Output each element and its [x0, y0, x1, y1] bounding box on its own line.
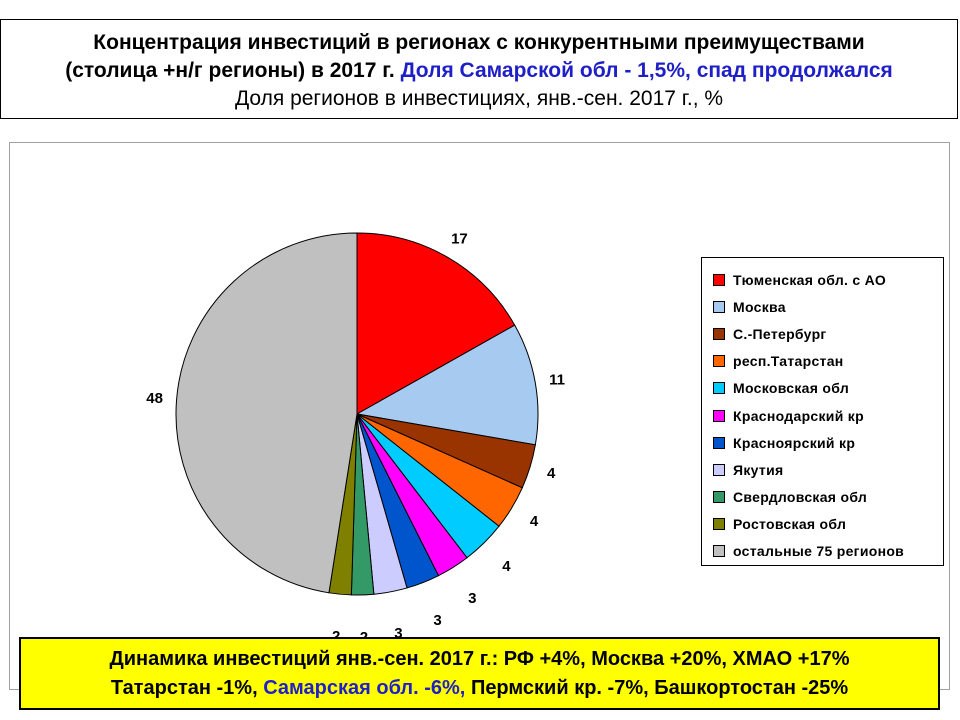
data-label: 3 — [433, 612, 441, 629]
footer-line-2-a: Татарстан -1%, — [110, 677, 258, 699]
legend-swatch — [713, 491, 725, 504]
legend-item: Тюменская обл. с АО — [702, 266, 943, 293]
legend-swatch — [713, 382, 725, 395]
legend-label: Московская обл — [733, 380, 850, 397]
data-label: 48 — [146, 390, 163, 407]
legend-label: С.-Петербург — [733, 325, 827, 342]
legend-label: остальные 75 регионов — [733, 543, 905, 560]
legend-item: С.-Петербург — [702, 320, 943, 347]
legend-swatch — [713, 436, 725, 449]
legend-swatch — [713, 273, 725, 286]
legend-item: Якутия — [702, 456, 943, 483]
legend-item: респ.Татарстан — [702, 348, 943, 375]
legend-label: Свердловская обл — [733, 489, 868, 506]
legend-item: Красноярский кр — [702, 429, 943, 456]
legend-item: Московская обл — [702, 375, 943, 402]
legend-swatch — [713, 300, 725, 313]
data-label: 4 — [502, 558, 511, 575]
legend-swatch — [713, 518, 725, 531]
legend-swatch — [713, 545, 725, 558]
title-line-2: (столица +н/г регионы) в 2017 г. Доля Са… — [1, 57, 957, 85]
legend-label: Тюменская обл. с АО — [733, 271, 887, 288]
legend-label: Якутия — [733, 461, 784, 478]
legend-swatch — [713, 355, 725, 368]
data-label: 4 — [530, 513, 539, 530]
legend-item: Москва — [702, 293, 943, 320]
chart-subtitle: Доля регионов в инвестициях, янв.-сен. 2… — [234, 87, 724, 110]
data-label: 3 — [394, 625, 402, 642]
legend-item: Ростовская обл — [702, 511, 943, 538]
title-highlight: Доля Самарской обл - 1,5%, спад продолжа… — [400, 59, 893, 82]
chart-legend: Тюменская обл. с АО Москва С.-Петербург рес… — [701, 257, 944, 566]
pie-slice — [175, 232, 358, 594]
legend-item: Свердловская обл — [702, 484, 943, 511]
footer-line-2: Татарстан -1%, Самарская обл. -6%, Пермс… — [21, 674, 938, 703]
title-box: Концентрация инвестиций в регионах с кон… — [0, 19, 958, 119]
data-label: 4 — [547, 465, 556, 482]
legend-label: Красноярский кр — [733, 434, 856, 451]
legend-label: Краснодарский кр — [733, 407, 864, 424]
chart-frame: 17114443332248 Тюменская обл. с АОМосква… — [9, 142, 950, 690]
footer-line-1: Динамика инвестиций янв.-сен. 2017 г.: Р… — [109, 648, 850, 670]
footer-highlight: Самарская обл. -6%, — [263, 677, 466, 699]
data-label: 2 — [332, 628, 340, 645]
legend-label: респ.Татарстан — [733, 353, 844, 370]
title-line-1: Концентрация инвестиций в регионах с кон… — [93, 31, 865, 54]
pie-chart: 17114443332248 — [146, 231, 565, 646]
legend-swatch — [713, 327, 725, 340]
legend-label: Москва — [733, 298, 786, 315]
legend-swatch — [713, 409, 725, 422]
legend-item: Краснодарский кр — [702, 402, 943, 429]
pie-slice — [356, 232, 516, 415]
pie-slice — [355, 324, 539, 446]
footer-line-2-b: Пермский кр. -7%, Башкортостан -25% — [470, 677, 849, 699]
footer-box: Динамика инвестиций янв.-сен. 2017 г.: Р… — [19, 637, 940, 710]
data-label: 3 — [468, 590, 476, 607]
data-label: 11 — [549, 371, 565, 388]
legend-label: Ростовская обл — [733, 516, 847, 533]
title-line-2-text: (столица +н/г регионы) в 2017 г. — [65, 59, 395, 82]
data-label: 17 — [451, 231, 468, 248]
legend-swatch — [713, 463, 725, 476]
legend-item: остальные 75 регионов — [702, 538, 943, 565]
